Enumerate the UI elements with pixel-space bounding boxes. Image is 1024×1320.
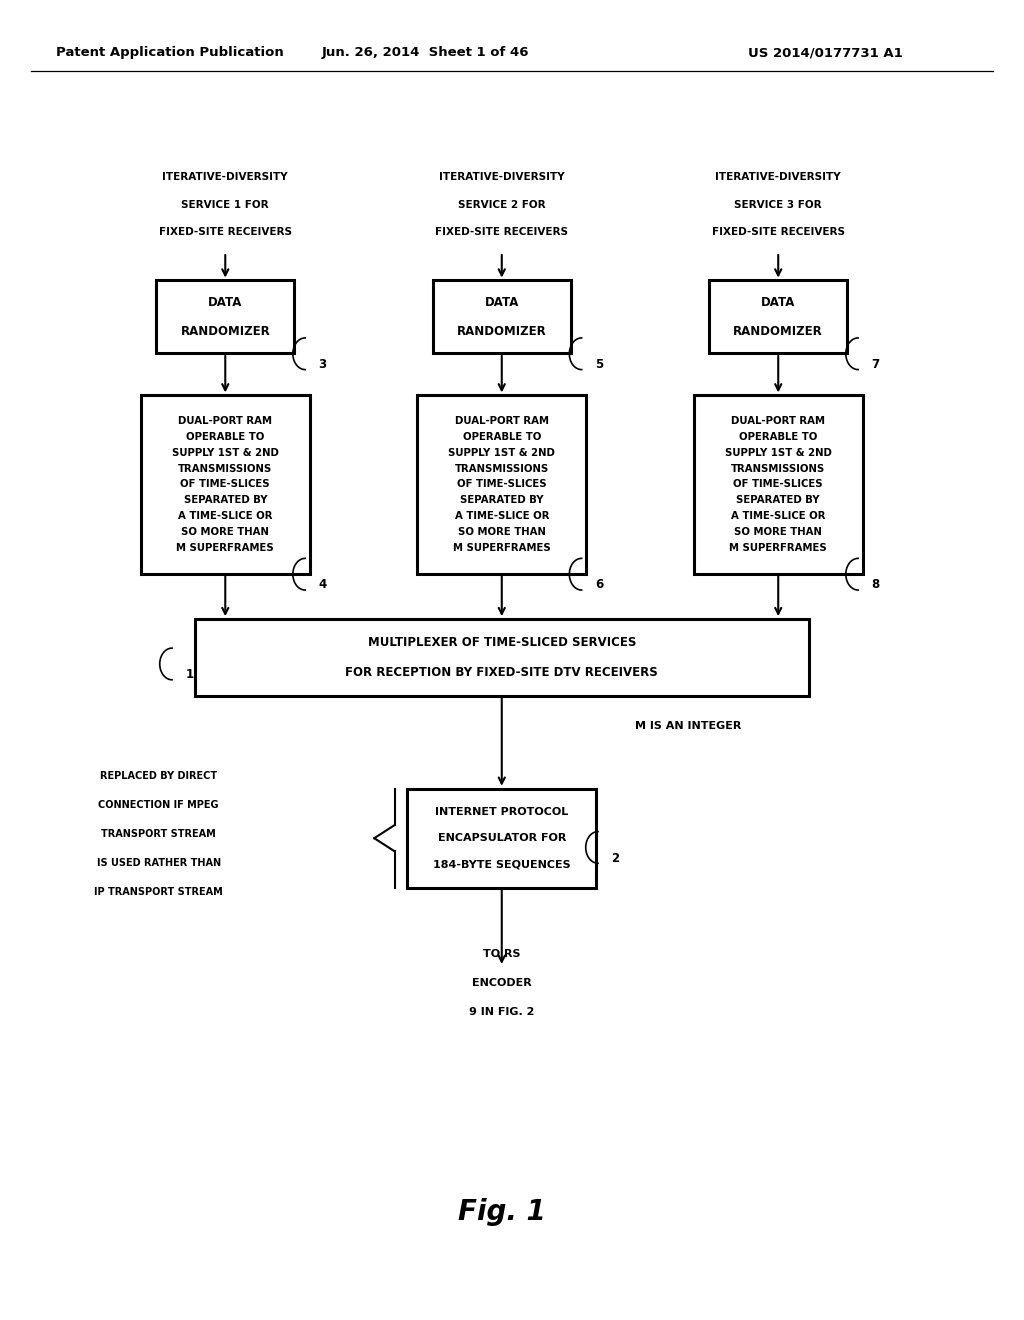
Text: 1: 1 bbox=[185, 668, 194, 681]
Text: SEPARATED BY: SEPARATED BY bbox=[183, 495, 267, 506]
Text: RANDOMIZER: RANDOMIZER bbox=[733, 325, 823, 338]
Text: RANDOMIZER: RANDOMIZER bbox=[180, 325, 270, 338]
Text: CONNECTION IF MPEG: CONNECTION IF MPEG bbox=[98, 800, 219, 810]
Text: SUPPLY 1ST & 2ND: SUPPLY 1ST & 2ND bbox=[449, 447, 555, 458]
Text: DUAL-PORT RAM: DUAL-PORT RAM bbox=[455, 416, 549, 426]
Text: SERVICE 1 FOR: SERVICE 1 FOR bbox=[181, 199, 269, 210]
Bar bbox=[418, 396, 586, 573]
Text: OF TIME-SLICES: OF TIME-SLICES bbox=[180, 479, 270, 490]
Text: Patent Application Publication: Patent Application Publication bbox=[56, 46, 284, 59]
Text: FOR RECEPTION BY FIXED-SITE DTV RECEIVERS: FOR RECEPTION BY FIXED-SITE DTV RECEIVER… bbox=[345, 667, 658, 680]
Text: DUAL-PORT RAM: DUAL-PORT RAM bbox=[731, 416, 825, 426]
Text: SO MORE THAN: SO MORE THAN bbox=[181, 527, 269, 537]
Text: M SUPERFRAMES: M SUPERFRAMES bbox=[176, 543, 274, 553]
Text: US 2014/0177731 A1: US 2014/0177731 A1 bbox=[748, 46, 902, 59]
Text: FIXED-SITE RECEIVERS: FIXED-SITE RECEIVERS bbox=[435, 227, 568, 238]
Text: SUPPLY 1ST & 2ND: SUPPLY 1ST & 2ND bbox=[172, 447, 279, 458]
Text: SERVICE 2 FOR: SERVICE 2 FOR bbox=[458, 199, 546, 210]
Text: FIXED-SITE RECEIVERS: FIXED-SITE RECEIVERS bbox=[712, 227, 845, 238]
Text: SEPARATED BY: SEPARATED BY bbox=[460, 495, 544, 506]
Text: ENCAPSULATOR FOR: ENCAPSULATOR FOR bbox=[437, 833, 566, 843]
Text: 184-BYTE SEQUENCES: 184-BYTE SEQUENCES bbox=[433, 859, 570, 870]
Text: DATA: DATA bbox=[761, 296, 796, 309]
Text: DATA: DATA bbox=[484, 296, 519, 309]
Text: OPERABLE TO: OPERABLE TO bbox=[186, 432, 264, 442]
Text: 7: 7 bbox=[871, 358, 880, 371]
Text: A TIME-SLICE OR: A TIME-SLICE OR bbox=[731, 511, 825, 521]
Text: RANDOMIZER: RANDOMIZER bbox=[457, 325, 547, 338]
Text: A TIME-SLICE OR: A TIME-SLICE OR bbox=[455, 511, 549, 521]
Text: TRANSMISSIONS: TRANSMISSIONS bbox=[178, 463, 272, 474]
Text: M SUPERFRAMES: M SUPERFRAMES bbox=[729, 543, 827, 553]
Text: OPERABLE TO: OPERABLE TO bbox=[739, 432, 817, 442]
Text: INTERNET PROTOCOL: INTERNET PROTOCOL bbox=[435, 807, 568, 817]
Text: SERVICE 3 FOR: SERVICE 3 FOR bbox=[734, 199, 822, 210]
Text: ITERATIVE-DIVERSITY: ITERATIVE-DIVERSITY bbox=[716, 172, 841, 182]
Text: REPLACED BY DIRECT: REPLACED BY DIRECT bbox=[100, 771, 217, 781]
Text: A TIME-SLICE OR: A TIME-SLICE OR bbox=[178, 511, 272, 521]
Text: IP TRANSPORT STREAM: IP TRANSPORT STREAM bbox=[94, 887, 223, 898]
Text: OF TIME-SLICES: OF TIME-SLICES bbox=[733, 479, 823, 490]
Bar bbox=[156, 280, 295, 352]
Text: SO MORE THAN: SO MORE THAN bbox=[458, 527, 546, 537]
Text: 3: 3 bbox=[318, 358, 327, 371]
Text: TRANSPORT STREAM: TRANSPORT STREAM bbox=[101, 829, 216, 840]
Bar bbox=[432, 280, 571, 352]
Text: M IS AN INTEGER: M IS AN INTEGER bbox=[635, 721, 741, 731]
Text: ENCODER: ENCODER bbox=[472, 978, 531, 989]
Text: SO MORE THAN: SO MORE THAN bbox=[734, 527, 822, 537]
Text: ITERATIVE-DIVERSITY: ITERATIVE-DIVERSITY bbox=[439, 172, 564, 182]
Text: OPERABLE TO: OPERABLE TO bbox=[463, 432, 541, 442]
Text: TRANSMISSIONS: TRANSMISSIONS bbox=[731, 463, 825, 474]
Text: TO RS: TO RS bbox=[483, 949, 520, 960]
Text: SUPPLY 1ST & 2ND: SUPPLY 1ST & 2ND bbox=[725, 447, 831, 458]
Text: Fig. 1: Fig. 1 bbox=[458, 1197, 546, 1226]
Text: Jun. 26, 2014  Sheet 1 of 46: Jun. 26, 2014 Sheet 1 of 46 bbox=[322, 46, 528, 59]
Bar bbox=[407, 788, 596, 887]
Text: ITERATIVE-DIVERSITY: ITERATIVE-DIVERSITY bbox=[163, 172, 288, 182]
Text: M SUPERFRAMES: M SUPERFRAMES bbox=[453, 543, 551, 553]
Text: 2: 2 bbox=[611, 851, 620, 865]
Text: DUAL-PORT RAM: DUAL-PORT RAM bbox=[178, 416, 272, 426]
Text: IS USED RATHER THAN: IS USED RATHER THAN bbox=[96, 858, 221, 869]
Text: DATA: DATA bbox=[208, 296, 243, 309]
Text: OF TIME-SLICES: OF TIME-SLICES bbox=[457, 479, 547, 490]
Text: 4: 4 bbox=[318, 578, 327, 591]
Text: FIXED-SITE RECEIVERS: FIXED-SITE RECEIVERS bbox=[159, 227, 292, 238]
Bar bbox=[709, 280, 848, 352]
Bar bbox=[141, 396, 309, 573]
Text: 9 IN FIG. 2: 9 IN FIG. 2 bbox=[469, 1007, 535, 1018]
Text: 8: 8 bbox=[871, 578, 880, 591]
Text: TRANSMISSIONS: TRANSMISSIONS bbox=[455, 463, 549, 474]
Bar bbox=[195, 619, 809, 696]
Text: 5: 5 bbox=[595, 358, 603, 371]
Text: 6: 6 bbox=[595, 578, 603, 591]
Text: SEPARATED BY: SEPARATED BY bbox=[736, 495, 820, 506]
Bar bbox=[694, 396, 862, 573]
Text: MULTIPLEXER OF TIME-SLICED SERVICES: MULTIPLEXER OF TIME-SLICED SERVICES bbox=[368, 635, 636, 648]
